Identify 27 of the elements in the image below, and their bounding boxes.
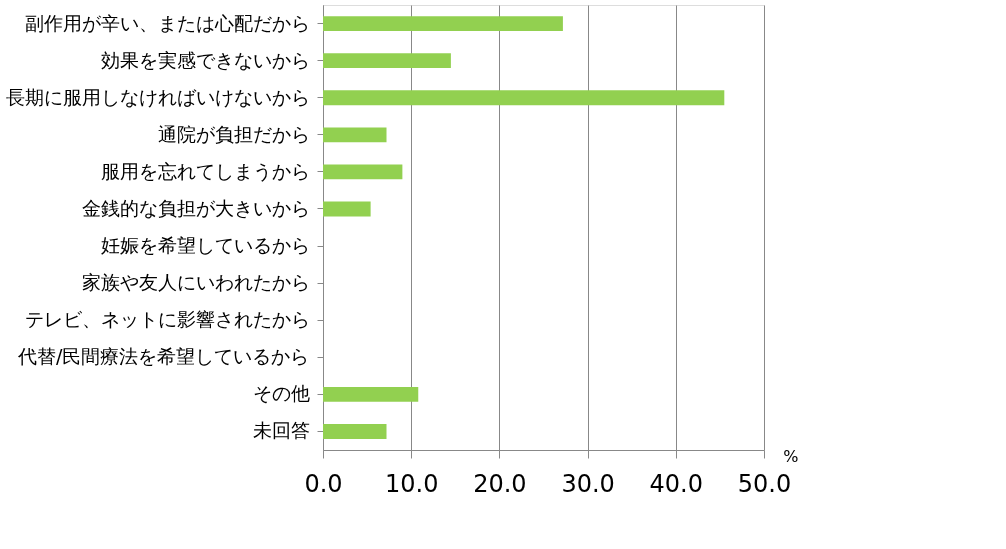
bar [323, 53, 451, 69]
y-tick-label: テレビ、ネットに影響されたから [24, 308, 310, 331]
bar [323, 201, 371, 217]
x-tick-label: 50.0 [737, 469, 792, 498]
bar [323, 424, 387, 439]
y-tick-label: 効果を実感できないから [100, 48, 310, 71]
y-tick-label: 代替/民間療法を希望しているから [17, 345, 310, 368]
bar [323, 16, 563, 31]
y-tick-label: 家族や友人にいわれたから [81, 271, 310, 294]
y-tick-label: 服用を忘れてしまうから [100, 159, 310, 182]
y-tick-label: その他 [252, 382, 310, 405]
x-tick-label: 20.0 [473, 469, 527, 498]
y-tick-label: 長期に服用しなければいけないから [5, 85, 310, 108]
x-tick-label: 40.0 [649, 469, 704, 498]
bar [323, 127, 387, 143]
x-tick-label: 30.0 [561, 469, 615, 498]
y-tick-label: 未回答 [252, 419, 310, 442]
bar [323, 90, 725, 106]
y-tick-label: 金銭的な負担が大きいから [81, 196, 310, 219]
y-tick-label: 妊娠を希望しているから [100, 234, 310, 257]
y-tick-label: 通院が負担だから [157, 122, 310, 145]
bar [323, 386, 419, 402]
bar [323, 164, 403, 180]
x-axis-title: % [783, 446, 799, 466]
x-tick-label: 10.0 [384, 469, 439, 498]
x-tick-label: 0.0 [304, 469, 343, 498]
y-tick-label: 副作用が辛い、または心配だから [24, 11, 310, 34]
